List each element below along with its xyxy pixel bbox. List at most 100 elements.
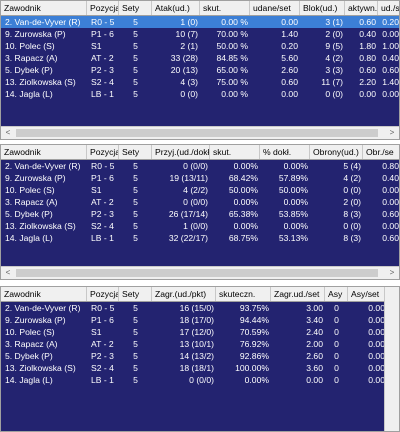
cell-c6: 2.00 — [306, 339, 323, 349]
table-row[interactable]: 5. Dybek (P) P2 - 3 5 20 (13) 65.00 % 2.60 3 (… — [1, 64, 399, 76]
cell-zawodnik: 13. Ziolkowska (S) — [5, 363, 76, 373]
table-row[interactable]: 14. Jagla (L) LB - 1 5 0 (0) 0.00 % 0.00 0 (0)… — [1, 88, 399, 100]
horizontal-scrollbar[interactable]: < > — [1, 126, 399, 139]
cell-c7: 0 (0) — [343, 221, 361, 231]
table-row[interactable]: 2. Van-de-Vyver (R) R0 - 5 5 16 (15/0) 93.75… — [1, 302, 399, 314]
scroll-right-icon[interactable]: > — [389, 128, 395, 137]
col-header-przyj[interactable]: Przyj.(ud./dokł.) — [152, 145, 210, 159]
table-row[interactable]: 9. Zurowska (P) P1 - 6 5 10 (7) 70.00 % 1.40 2… — [1, 28, 399, 40]
cell-c5: 68.42% — [228, 173, 258, 183]
cell-c5: 93.75% — [239, 303, 269, 313]
cell-zawodnik: 5. Dybek (P) — [5, 209, 53, 219]
cell-c7: 3 (1) — [325, 17, 343, 27]
reception-defense-table[interactable]: Zawodnik Pozycja Sety Przyj.(ud./dokł.) … — [0, 144, 400, 280]
cell-c8: 0.00 — [368, 327, 385, 337]
cell-c6: 3.00 — [306, 303, 323, 313]
cell-c9: 0.60 — [382, 65, 399, 75]
cell-sety: 5 — [133, 209, 138, 219]
col-header-obrony[interactable]: Obrony(ud.) — [310, 145, 363, 159]
attack-block-table[interactable]: Zawodnik Pozycja Sety Atak(ud.) skut. ud… — [0, 0, 400, 140]
table-row[interactable]: 13. Ziolkowska (S) S2 - 4 5 4 (3) 75.00 % 0.6… — [1, 76, 399, 88]
cell-c6: 3.40 — [306, 315, 323, 325]
table-row[interactable]: 14. Jagla (L) LB - 1 5 0 (0/0) 0.00% 0.00 0 0.0… — [1, 374, 399, 386]
cell-sety: 5 — [133, 303, 138, 313]
table-row[interactable]: 10. Polec (S) S1 5 2 (1) 50.00 % 0.20 9 (5) 1.8… — [1, 40, 399, 52]
table-row[interactable]: 14. Jagla (L) LB - 1 5 32 (22/17) 68.75% 53.1… — [1, 232, 399, 244]
cell-c4: 2 (1) — [180, 41, 198, 51]
col-header-ud-set[interactable]: ud./se — [381, 3, 400, 13]
cell-pozycja: AT - 2 — [91, 53, 114, 63]
col-header-proc-dokl[interactable]: % dokł. — [260, 145, 310, 159]
cell-zawodnik: 5. Dybek (P) — [5, 351, 53, 361]
cell-c4: 0 (0) — [180, 89, 198, 99]
cell-c4: 13 (10/1) — [179, 339, 214, 349]
cell-pozycja: R0 - 5 — [91, 17, 115, 27]
col-header-zawodnik[interactable]: Zawodnik — [1, 145, 87, 159]
col-header-pozycja[interactable]: Pozycja — [87, 1, 119, 15]
cell-c8: 0.00 — [368, 351, 385, 361]
col-header-sety[interactable]: Sety — [119, 287, 152, 301]
table-row[interactable]: 10. Polec (S) S1 5 4 (2/2) 50.00% 50.00% 0 (0)… — [1, 184, 399, 196]
cell-sety: 5 — [133, 375, 138, 385]
col-header-udane-set[interactable]: udane/set — [250, 1, 300, 15]
scroll-left-icon[interactable]: < — [5, 268, 11, 277]
col-header-atak[interactable]: Atak(ud.) — [152, 1, 200, 15]
cell-c6: 53.13% — [278, 233, 308, 243]
cell-c9: 1.40 — [382, 77, 399, 87]
cell-pozycja: AT - 2 — [91, 197, 114, 207]
horizontal-scrollbar[interactable]: < > — [1, 266, 399, 279]
cell-sety: 5 — [133, 327, 138, 337]
cell-c5: 70.59% — [239, 327, 269, 337]
serve-table[interactable]: Zawodnik Pozycja Sety Zagr.(ud./pkt) sku… — [0, 286, 400, 432]
col-header-skut[interactable]: skut. — [210, 145, 260, 159]
col-header-skut[interactable]: skut. — [200, 1, 250, 15]
col-header-asy[interactable]: Asy — [325, 287, 348, 301]
cell-c8: 0.60 — [359, 17, 376, 27]
cell-c9: 1.00 — [382, 41, 399, 51]
table-row[interactable]: 3. Rapacz (A) AT - 2 5 13 (10/1) 76.92% 2.00 0… — [1, 338, 399, 350]
col-header-asy-set[interactable]: Asy/set — [351, 289, 380, 299]
cell-c7: 4 (2) — [343, 173, 361, 183]
col-header-aktywn[interactable]: aktywn. — [345, 1, 378, 15]
vertical-scrollbar[interactable] — [384, 287, 399, 431]
col-header-pozycja[interactable]: Pozycja — [87, 287, 119, 301]
table-row[interactable]: 13. Ziolkowska (S) S2 - 4 5 1 (0/0) 0.00% 0.0… — [1, 220, 399, 232]
cell-c6: 0.00% — [283, 161, 308, 171]
table-row[interactable]: 2. Van-de-Vyver (R) R0 - 5 5 1 (0) 0.00 % 0.0… — [1, 16, 399, 28]
scroll-right-icon[interactable]: > — [389, 268, 395, 277]
cell-c6: 2.40 — [306, 327, 323, 337]
col-header-obr-set[interactable]: Obr./se — [366, 147, 394, 157]
scroll-thumb[interactable] — [16, 129, 378, 137]
cell-c6: 0.20 — [281, 41, 298, 51]
table-row[interactable]: 3. Rapacz (A) AT - 2 5 0 (0/0) 0.00% 0.00% 2 (… — [1, 196, 399, 208]
scroll-thumb[interactable] — [16, 269, 378, 277]
table-row[interactable]: 10. Polec (S) S1 5 17 (12/0) 70.59% 2.40 0 0.00 — [1, 326, 399, 338]
cell-c4: 18 (18/1) — [179, 363, 214, 373]
table-row[interactable]: 5. Dybek (P) P2 - 3 5 26 (17/14) 65.38% 53.85… — [1, 208, 399, 220]
cell-sety: 5 — [133, 161, 138, 171]
col-header-zagr[interactable]: Zagr.(ud./pkt) — [152, 287, 216, 301]
table-row[interactable]: 3. Rapacz (A) AT - 2 5 33 (28) 84.85 % 5.60 4 … — [1, 52, 399, 64]
cell-pozycja: LB - 1 — [91, 233, 114, 243]
col-header-zawodnik[interactable]: Zawodnik — [1, 287, 87, 301]
col-header-skuteczn[interactable]: skuteczn. — [216, 287, 271, 301]
table-row[interactable]: 9. Zurowska (P) P1 - 6 5 18 (17/0) 94.44% 3.4… — [1, 314, 399, 326]
table-row[interactable]: 5. Dybek (P) P2 - 3 5 14 (13/2) 92.86% 2.60 0 0… — [1, 350, 399, 362]
cell-zawodnik: 13. Ziolkowska (S) — [5, 221, 76, 231]
table-row[interactable]: 9. Zurowska (P) P1 - 6 5 19 (13/11) 68.42% 57… — [1, 172, 399, 184]
col-header-blok[interactable]: Blok(ud.) — [300, 1, 345, 15]
col-header-pozycja[interactable]: Pozycja — [87, 145, 119, 159]
cell-c7: 9 (5) — [325, 41, 343, 51]
col-header-zawodnik[interactable]: Zawodnik — [1, 1, 87, 15]
cell-zawodnik: 2. Van-de-Vyver (R) — [5, 17, 81, 27]
cell-c7: 0 (0) — [343, 185, 361, 195]
cell-sety: 5 — [133, 173, 138, 183]
col-header-sety[interactable]: Sety — [119, 145, 152, 159]
table-header: Zawodnik Pozycja Sety Przyj.(ud./dokł.) … — [1, 145, 399, 160]
table-row[interactable]: 13. Ziolkowska (S) S2 - 4 5 18 (18/1) 100.00… — [1, 362, 399, 374]
col-header-zagr-ud-set[interactable]: Zagr.ud./set — [271, 287, 325, 301]
table-row[interactable]: 2. Van-de-Vyver (R) R0 - 5 5 0 (0/0) 0.00% 0.… — [1, 160, 399, 172]
cell-c4: 26 (17/14) — [168, 209, 208, 219]
col-header-sety[interactable]: Sety — [119, 1, 152, 15]
scroll-left-icon[interactable]: < — [5, 128, 11, 137]
